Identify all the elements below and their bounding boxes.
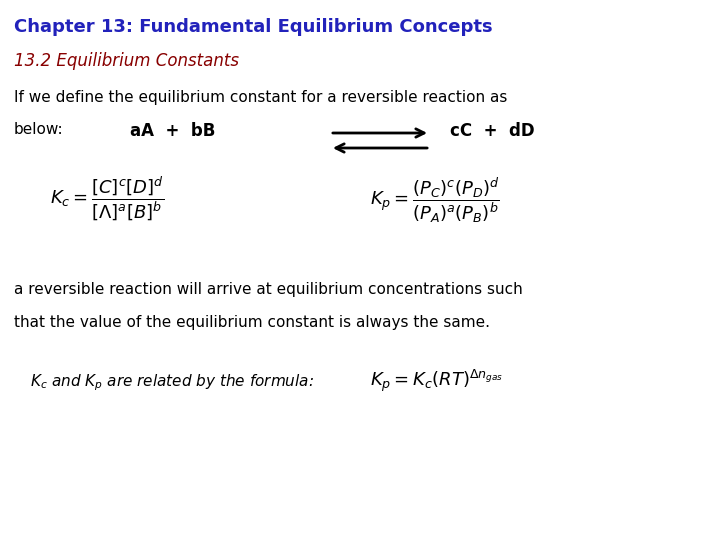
Text: $K_c$ and $K_p$ are related by the formula:: $K_c$ and $K_p$ are related by the formu…: [30, 372, 314, 393]
Text: If we define the equilibrium constant for a reversible reaction as: If we define the equilibrium constant fo…: [14, 90, 508, 105]
Text: below:: below:: [14, 122, 63, 137]
Text: that the value of the equilibrium constant is always the same.: that the value of the equilibrium consta…: [14, 315, 490, 330]
Text: $K_p = K_c(RT)^{\Delta n_{gas}}$: $K_p = K_c(RT)^{\Delta n_{gas}}$: [370, 368, 503, 394]
Text: $K_c = \dfrac{[C]^c[D]^d}{[\Lambda]^a[B]^b}$: $K_c = \dfrac{[C]^c[D]^d}{[\Lambda]^a[B]…: [50, 175, 164, 223]
Text: aA  +  bB: aA + bB: [130, 122, 215, 140]
Text: $K_p = \dfrac{(P_C)^c(P_D)^d}{(P_A)^a(P_B)^b}$: $K_p = \dfrac{(P_C)^c(P_D)^d}{(P_A)^a(P_…: [370, 175, 500, 225]
Text: 13.2 Equilibrium Constants: 13.2 Equilibrium Constants: [14, 52, 239, 70]
Text: cC  +  dD: cC + dD: [450, 122, 535, 140]
Text: Chapter 13: Fundamental Equilibrium Concepts: Chapter 13: Fundamental Equilibrium Conc…: [14, 18, 492, 36]
Text: a reversible reaction will arrive at equilibrium concentrations such: a reversible reaction will arrive at equ…: [14, 282, 523, 297]
